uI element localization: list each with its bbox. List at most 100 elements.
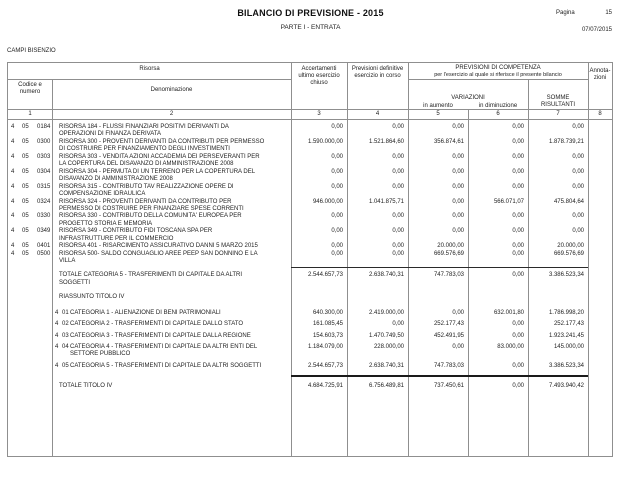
entity-name: CAMPI BISENZIO [7,48,56,54]
row-denominazione: 4 04 CATEGORIA 4 - TRASFERIMENTI DI CAPI… [52,344,291,358]
table-row: 4 05 0330 RISORSA 330 - CONTRIBUTO DELLA C… [8,213,612,227]
variazioni-aumento-value: 20.000,00 [437,243,464,250]
annotazioni-cell [588,333,612,340]
previsioni-definitive-value: 0,00 [392,124,404,130]
variazioni-aumento-value: 747.783,03 [433,272,464,279]
variazioni-diminuzione-value: 0,00 [512,321,524,328]
variazioni-diminuzione-value: 566.071,07 [493,198,524,205]
summary-code-categoria: 01 [62,309,69,316]
document-title: BILANCIO DI PREVISIONE - 2015 [237,8,384,18]
variazioni-diminuzione-value [468,294,528,301]
header-in-aumento: in aumento [423,103,453,109]
variazioni-diminuzione-value: 0,00 [512,168,524,175]
variazioni-diminuzione-value: 0,00 [512,183,524,190]
denominazione-text: RISORSA 500- SALDO CONGUAGLIO AREE PEEP … [59,250,258,265]
row-code [8,310,52,317]
variazioni-aumento-value [408,294,468,301]
column-number: 6 [496,111,500,117]
table-row: 4 02 CATEGORIA 2 - TRASFERIMENTI DI CAPI… [8,321,612,328]
table-row: 4 04 CATEGORIA 4 - TRASFERIMENTI DI CAPI… [8,344,612,358]
table-row: 4 05 0184 RISORSA 184 - FLUSSI FINANZIARI … [8,124,612,138]
header-variazioni: VARIAZIONI [451,95,485,101]
summary-code-categoria: 05 [62,362,69,369]
header-somme-risultanti-label: SOMME RISULTANTI [540,95,576,108]
header-previsioni-label: Previsioni definitive esercizio in corso [351,66,404,79]
column-numbers-row: 1 2 3 4 5 6 7 8 [8,109,612,119]
somme-risultanti-value: 1.786.998,20 [548,309,584,316]
header-in-diminuzione: in diminuzione [478,103,518,109]
row-denominazione: RISORSA 300 - PROVENTI DERIVANTI DA CONT… [52,139,291,153]
annotazioni-cell [588,199,612,213]
annotazioni-cell [588,363,612,370]
code-categoria: 05 [22,168,29,175]
somme-risultanti-value: 0,00 [572,213,584,220]
table-row: 4 03 CATEGORIA 3 - TRASFERIMENTI DI CAPI… [8,333,612,340]
previsioni-definitive-value: 2.638.740,31 [368,272,404,279]
code-titolo: 4 [11,124,15,130]
column-number: 4 [375,111,380,117]
variazioni-aumento-value: 0,00 [452,168,464,175]
row-code [8,333,52,340]
row-code [8,344,52,358]
variazioni-diminuzione-value: 632.001,80 [493,309,524,316]
table-row: 4 05 0349 RISORSA 349 - CONTRIBUTO FIDI TO… [8,228,612,242]
variazioni-aumento-value: 0,00 [452,309,464,316]
variazioni-diminuzione-value: 0,00 [512,272,524,279]
table-row: 4 05 0500 RISORSA 500- SALDO CONGUAGLIO AR… [8,251,612,265]
denominazione-text: RISORSA 330 - CONTRIBUTO DELLA COMUNITA'… [59,213,242,227]
code-categoria: 05 [22,138,29,145]
annotazioni-cell [588,124,612,138]
variazioni-aumento-value: 0,00 [452,153,464,160]
row-denominazione: 4 03 CATEGORIA 3 - TRASFERIMENTI DI CAPI… [52,333,291,340]
somme-risultanti-value: 475.804,64 [553,198,584,205]
variazioni-aumento-value: 0,00 [452,183,464,190]
accertamenti-value: 2.544.657,73 [307,362,343,369]
row-denominazione: RISORSA 324 - PROVENTI DERIVANTI DA CONT… [52,199,291,213]
row-code [8,321,52,328]
variazioni-aumento-value: 669.576,69 [433,250,464,257]
total-separator-line [291,374,588,377]
code-titolo: 4 [11,228,15,235]
row-denominazione: TOTALE CATEGORIA 5 - TRASFERIMENTI DI CA… [52,272,291,286]
code-titolo: 4 [11,250,15,257]
variazioni-aumento-value: 0,00 [452,344,464,351]
variazioni-diminuzione-value: 0,00 [512,138,524,145]
row-code: 4 05 0304 [8,169,52,183]
row-code [8,294,52,301]
code-categoria: 05 [22,183,29,190]
code-titolo: 4 [11,153,15,160]
row-denominazione: RIASSUNTO TITOLO IV [52,294,291,301]
code-categoria: 05 [22,153,29,160]
variazioni-diminuzione-value: 0,00 [512,250,524,257]
accertamenti-value: 0,00 [331,228,343,235]
somme-risultanti-value [528,294,588,301]
previsioni-definitive-value: 1.521.864,60 [368,138,404,145]
accertamenti-value: 0,00 [331,213,343,220]
row-code: 4 05 0330 [8,213,52,227]
page-number: 15 [605,10,612,16]
denominazione-text: RISORSA 303 - VENDITA AZIONI ACCADEMIA D… [59,153,260,168]
somme-risultanti-value: 0,00 [572,183,584,190]
table-row: TOTALE CATEGORIA 5 - TRASFERIMENTI DI CA… [8,267,612,286]
column-number: 1 [28,111,32,117]
summary-code-titolo: 4 [55,321,59,328]
accertamenti-value: 2.544.657,73 [307,272,343,279]
table-row: 4 05 CATEGORIA 5 - TRASFERIMENTI DI CAPI… [8,363,612,370]
accertamenti-value: 0,00 [331,153,343,160]
accertamenti-value: 946.000,00 [312,198,343,205]
previsioni-definitive-value: 1.470.749,50 [368,332,404,339]
variazioni-diminuzione-value: 0,00 [512,228,524,235]
document-subtitle: PARTE I - ENTRATA [280,24,341,31]
somme-risultanti-value: 145.000,00 [553,344,584,351]
column-number: 7 [556,111,560,117]
table-body: 4 05 0184 RISORSA 184 - FLUSSI FINANZIARI … [8,120,612,456]
variazioni-diminuzione-value: 0,00 [512,243,524,250]
previsioni-definitive-value: 228.000,00 [373,344,404,351]
code-risorsa: 0315 [37,183,51,190]
code-risorsa: 0349 [37,228,51,235]
table-row: 4 05 0304 RISORSA 304 - PERMUTA DI UN TERR… [8,169,612,183]
variazioni-aumento-value: 356.874,61 [433,138,464,145]
variazioni-aumento-value: 452.491,95 [433,332,464,339]
previsioni-definitive-value: 0,00 [392,213,404,220]
